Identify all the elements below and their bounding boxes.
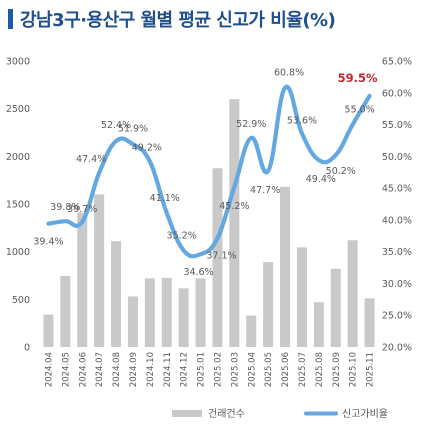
y-right-tick-label: 35.0% [382,247,412,258]
y-right-tick-label: 45.0% [382,184,412,195]
data-label: 49.2% [132,142,162,153]
data-label: 49.4% [306,174,336,185]
data-label: 39.7% [67,204,97,215]
legend-line-label: 신고가비율 [342,408,388,420]
y-left-tick-label: 2000 [6,152,30,163]
x-tick-label: 2024.06 [78,352,88,387]
bar [263,262,274,347]
y-left-tick-label: 1500 [6,200,30,211]
x-tick-label: 2025.04 [247,352,257,387]
series-line [46,84,372,259]
y-left-tick-label: 3000 [6,57,30,68]
data-label: 34.6% [183,267,213,278]
y-left-tick-label: 500 [12,295,30,306]
x-tick-label: 2025.06 [281,352,291,387]
data-label: 52.4% [101,120,131,131]
y-left-tick-label: 0 [24,343,30,354]
data-label: 39.4% [33,237,63,248]
data-label: 53.6% [287,115,317,126]
chart-title: 강남3구·용산구 월별 평균 신고가 비율(%) [20,10,336,31]
y-right-tick-label: 65.0% [382,57,412,68]
highlight-data-label: 59.5% [338,71,378,85]
x-tick-label: 2025.11 [366,352,376,387]
bar [43,314,54,347]
bar [229,99,240,347]
bar [246,315,257,347]
bar [77,212,88,347]
x-tick-label: 2025.08 [315,352,325,387]
y-right-tick-label: 30.0% [382,279,412,290]
y-right-tick-label: 50.0% [382,152,412,163]
x-tick-label: 2025.05 [264,352,274,387]
bar [347,240,358,347]
bar [212,168,223,347]
bar [144,278,155,347]
bar [94,194,105,347]
data-label: 55.0% [345,105,375,116]
data-label: 60.8% [274,68,304,79]
x-tick-label: 2024.07 [95,352,105,387]
bar [296,247,307,347]
data-label: 47.4% [76,154,106,165]
legend-bar-label: 건래건수 [208,408,245,420]
x-tick-label: 2024.12 [180,352,190,387]
title-row: 강남3구·용산구 월별 평균 신고가 비율(%) [8,6,336,32]
x-tick-label: 2025.03 [230,352,240,387]
x-tick-label: 2024.11 [163,352,173,387]
x-tick-label: 2024.10 [146,352,156,387]
x-tick-label: 2025.07 [298,352,308,387]
y-left-tick-label: 1000 [6,247,30,258]
bar [280,186,291,347]
data-label: 47.7% [250,185,280,196]
x-tick-label: 2024.04 [44,352,54,387]
data-label: 39.8% [50,202,80,213]
bar [127,296,138,347]
y-right-tick-label: 55.0% [382,120,412,131]
y-right-tick-label: 60.0% [382,88,412,99]
data-label: 45.2% [219,201,249,212]
x-tick-label: 2025.09 [332,352,342,387]
y-right-tick-label: 25.0% [382,311,412,322]
bar [60,275,71,347]
y-right-tick-label: 40.0% [382,215,412,226]
y-left-tick-label: 2500 [6,104,30,115]
legend-bar-swatch [172,410,202,417]
x-tick-label: 2025.10 [349,352,359,387]
bar [313,302,324,347]
data-label: 37.1% [206,250,236,261]
data-label: 41.1% [150,193,180,204]
data-label: 50.2% [326,166,356,177]
data-label: 52.9% [236,119,266,130]
bar [330,268,341,347]
y-right-tick-label: 20.0% [382,343,412,354]
bar [178,288,189,347]
data-label: 35.2% [167,230,197,241]
x-tick-label: 2025.02 [213,352,223,387]
x-tick-label: 2024.05 [61,352,71,387]
x-tick-label: 2024.08 [112,352,122,387]
title-accent-bar [8,9,13,29]
bar [195,278,206,347]
data-label: 51.9% [118,123,148,134]
x-tick-label: 2024.09 [129,352,139,387]
bar [111,241,122,347]
bar [161,277,172,347]
bar [364,298,375,347]
x-tick-label: 2025.01 [197,352,207,387]
